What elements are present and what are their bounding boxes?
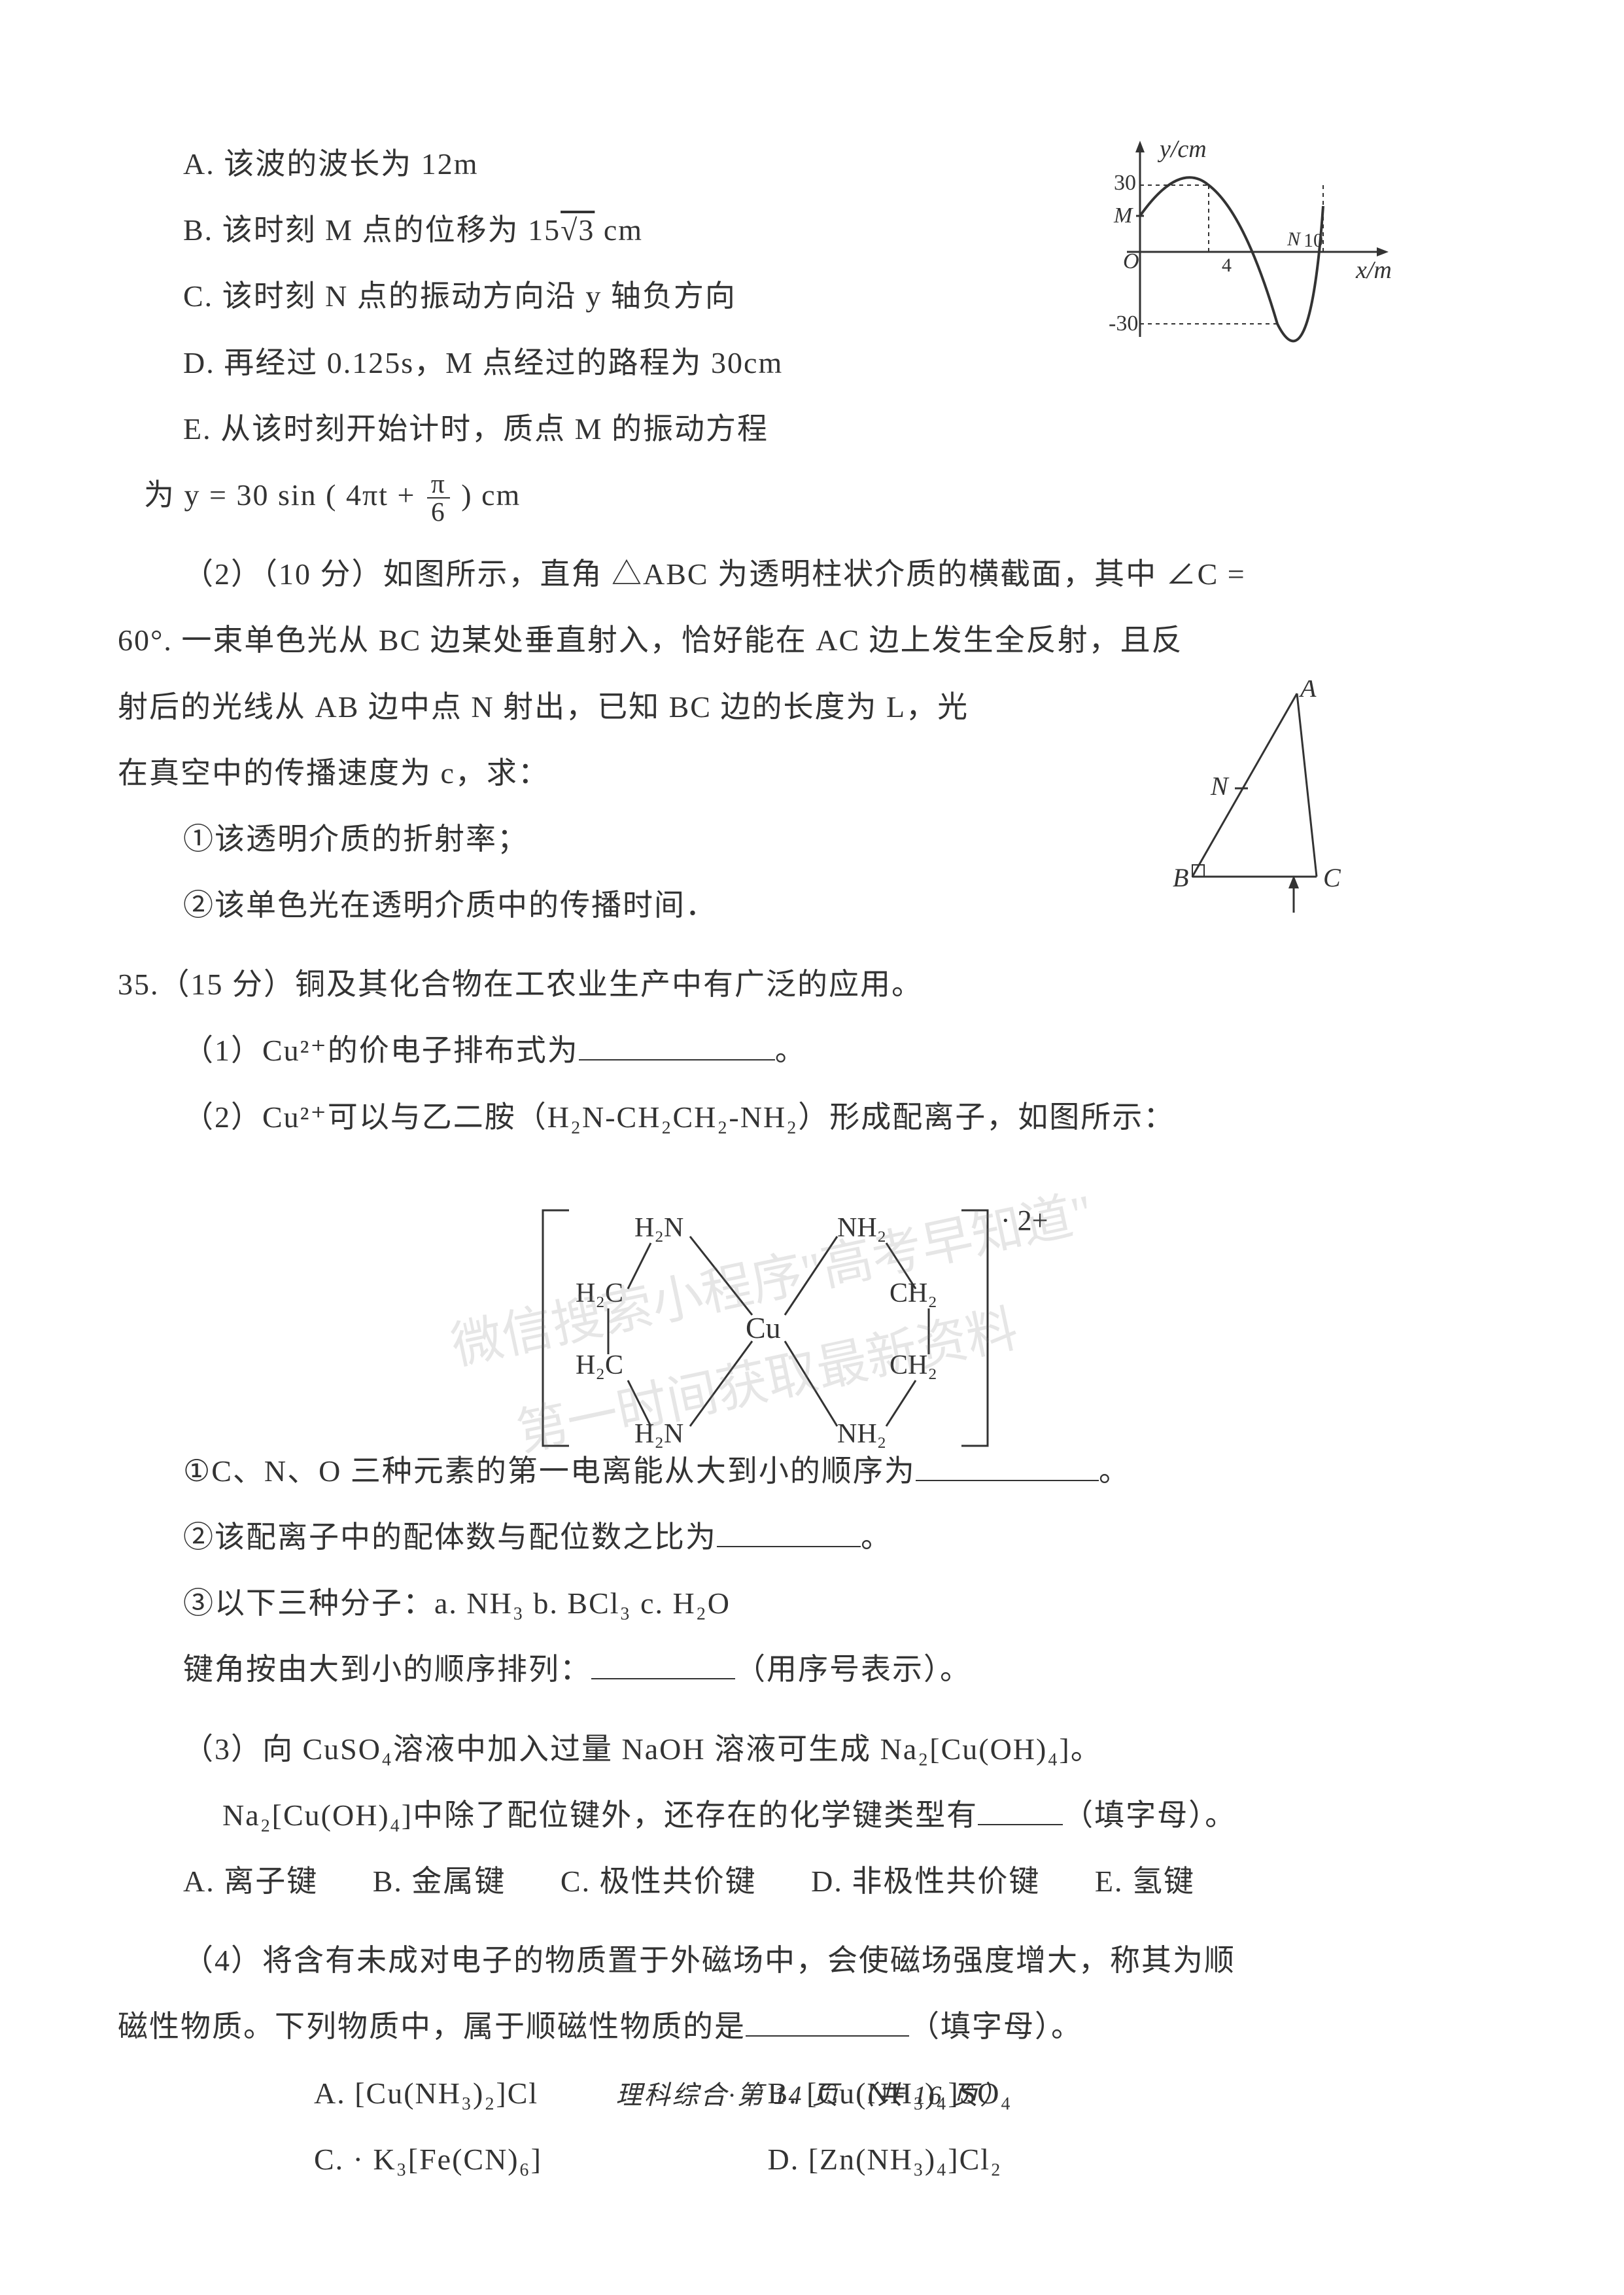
q35-p2: （2）Cu²⁺可以与乙二胺（H₂N-CH₂CH₂-NH₂）形成配离子，如图所示： [118, 1084, 1480, 1150]
q35-s3-line2-prefix: 键角按由大到小的顺序排列： [183, 1653, 591, 1686]
svg-text:H₂C: H₂C [576, 1350, 623, 1380]
q35-p1: （1）Cu²⁺的价电子排布式为 。 [118, 1017, 1480, 1083]
equation-line: 为 y = 30 sin ( 4πt + π6 ) cm [118, 462, 1480, 528]
svg-text:N: N [1210, 771, 1230, 801]
svg-text:x/m: x/m [1355, 256, 1392, 284]
svg-text:C: C [1323, 863, 1341, 892]
wave-graph: y/cm x/m 30 -30 M O 4 N 10 [1094, 128, 1408, 363]
q35-s3-line1: ③以下三种分子：a. NH₃ b. BCl₃ c. H₂O [118, 1570, 1480, 1636]
q35-s2-prefix: ②该配离子中的配体数与配位数之比为 [183, 1520, 717, 1554]
q35-p1-prefix: （1）Cu²⁺的价电子排布式为 [183, 1034, 579, 1067]
page-footer: 理科综合·第 14 页 （共 16 页） [616, 2074, 1009, 2112]
blank-1 [579, 1030, 775, 1060]
blank-6 [746, 2006, 909, 2037]
q35-p4-line1: （4）将含有未成对电子的物质置于外磁场中，会使磁场强度增大，称其为顺 [118, 1927, 1480, 1993]
chemistry-structure: · 2+ Cu H₂N NH₂ H₂C CH₂ H₂C CH₂ H₂N NH₂ [432, 1184, 1151, 1472]
opt-e: E. 氢键 [1095, 1865, 1195, 1898]
svg-text:-30: -30 [1109, 311, 1138, 336]
opt-c: C. 极性共价键 [561, 1865, 757, 1898]
fraction: π6 [427, 470, 450, 526]
p4-opt-c: C. · K₃[Fe(CN)₆] [314, 2126, 759, 2192]
svg-text:N: N [1287, 228, 1302, 250]
q35-s2-suffix: 。 [861, 1520, 892, 1554]
q35-p3-line2-suffix: （填字母）。 [1063, 1798, 1236, 1832]
q35-p3-line2-prefix: Na₂[Cu(OH)₄]中除了配位键外，还存在的化学键类型有 [222, 1798, 978, 1832]
eq-prefix: 为 y = 30 sin ( 4πt + [144, 478, 424, 512]
frac-num: π [427, 470, 450, 499]
opt-d: D. 非极性共价键 [811, 1865, 1040, 1898]
blank-5 [978, 1795, 1063, 1825]
option-b-suffix: cm [595, 213, 643, 247]
q35-p4-line2-prefix: 磁性物质。下列物质中，属于顺磁性物质的是 [118, 2010, 746, 2043]
svg-text:H₂N: H₂N [634, 1419, 683, 1449]
svg-text:M: M [1113, 203, 1133, 228]
svg-text:CH₂: CH₂ [890, 1278, 937, 1308]
svg-text:NH₂: NH₂ [837, 1213, 886, 1243]
option-b-prefix: B. 该时刻 M 点的位移为 15 [183, 213, 561, 247]
svg-text:30: 30 [1114, 171, 1136, 195]
blank-4 [591, 1649, 735, 1679]
q34-2-line1: （2）（10 分）如图所示，直角 △ABC 为透明柱状介质的横截面，其中 ∠C … [118, 541, 1480, 607]
svg-text:H₂C: H₂C [576, 1278, 623, 1308]
svg-text:4: 4 [1222, 254, 1232, 276]
triangle-diagram: A B C N [1166, 680, 1375, 922]
svg-text:B: B [1173, 863, 1188, 892]
svg-text:y/cm: y/cm [1157, 135, 1207, 163]
q35-title: 35.（15 分）铜及其化合物在工农业生产中有广泛的应用。 [118, 951, 1480, 1017]
svg-text:A: A [1298, 680, 1317, 703]
q35-p3-line2: Na₂[Cu(OH)₄]中除了配位键外，还存在的化学键类型有 （填字母）。 [118, 1782, 1480, 1848]
frac-den: 6 [427, 499, 450, 525]
q35-p3-line1: （3）向 CuSO₄溶液中加入过量 NaOH 溶液可生成 Na₂[Cu(OH)₄… [118, 1716, 1480, 1782]
q35-p4-row2: C. · K₃[Fe(CN)₆] D. [Zn(NH₃)₄]Cl₂ [118, 2126, 1480, 2192]
opt-a: A. 离子键 [183, 1865, 318, 1898]
q35-p4-line2-suffix: （填字母）。 [909, 2010, 1082, 2043]
q35-p3-options: A. 离子键 B. 金属键 C. 极性共价键 D. 非极性共价键 E. 氢键 [118, 1848, 1480, 1914]
q35-s2: ②该配离子中的配体数与配位数之比为 。 [118, 1504, 1480, 1570]
blank-3 [717, 1517, 861, 1547]
eq-suffix: ) cm [453, 478, 521, 512]
option-e: E. 从该时刻开始计时，质点 M 的振动方程 [118, 396, 1480, 462]
svg-text:· 2+: · 2+ [1001, 1204, 1048, 1236]
sqrt-3: √3 [561, 213, 595, 247]
q34-2-line2: 60°. 一束单色光从 BC 边某处垂直射入，恰好能在 AC 边上发生全反射，且… [118, 607, 1480, 673]
q35-p4-line2: 磁性物质。下列物质中，属于顺磁性物质的是 （填字母）。 [118, 1993, 1480, 2059]
opt-b: B. 金属键 [373, 1865, 506, 1898]
svg-text:O: O [1123, 249, 1139, 273]
p4-opt-d: D. [Zn(NH₃)₄]Cl₂ [768, 2143, 1003, 2176]
svg-text:H₂N: H₂N [634, 1213, 683, 1243]
q35-s3-line2-suffix: （用序号表示）。 [735, 1653, 971, 1686]
q35-s3-line2: 键角按由大到小的顺序排列： （用序号表示）。 [118, 1636, 1480, 1702]
svg-text:CH₂: CH₂ [890, 1350, 937, 1380]
svg-text:NH₂: NH₂ [837, 1419, 886, 1449]
q35-p1-suffix: 。 [775, 1034, 806, 1067]
svg-text:Cu: Cu [746, 1311, 781, 1344]
